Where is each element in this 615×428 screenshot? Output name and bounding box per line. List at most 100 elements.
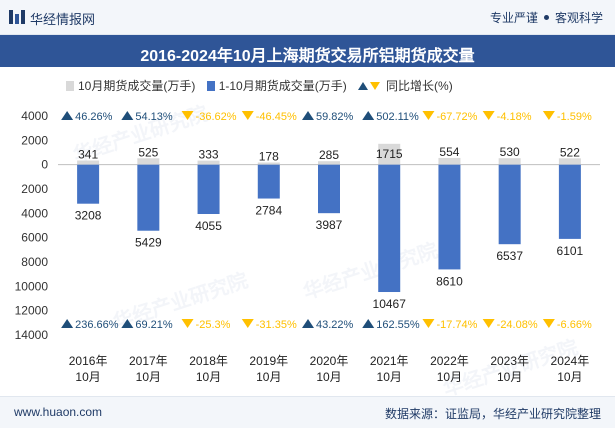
bar-cumulative-label: 10467: [373, 297, 407, 311]
x-tick-label-year: 2016年: [69, 354, 108, 368]
bar-cumulative: [318, 164, 340, 214]
brand-name: 华经情报网: [30, 12, 96, 27]
legend-month: 10月期货成交量(万手): [66, 77, 195, 94]
growth-month-label: -46.45%: [256, 111, 297, 123]
growth-up-marker: [121, 319, 134, 328]
x-tick-label-year: 2021年: [370, 354, 409, 368]
bar-month-label: 522: [560, 145, 580, 159]
growth-month-label: 59.82%: [316, 111, 354, 123]
legend-cum: 1-10月期货成交量(万手): [206, 77, 347, 94]
x-tick-label-year: 2017年: [129, 354, 168, 368]
growth-month-label: -4.18%: [497, 111, 532, 123]
legend-growth-label: 同比增长(%): [386, 79, 453, 93]
x-tick-label-month: 10月: [196, 370, 221, 384]
x-tick-label-year: 2019年: [249, 354, 288, 368]
growth-down-marker: [482, 111, 495, 120]
x-tick-label-month: 10月: [497, 370, 522, 384]
bar-cumulative-label: 4055: [195, 219, 222, 233]
y-tick-label: 10000: [15, 279, 49, 293]
bar-cumulative: [498, 164, 521, 245]
growth-cumulative-label: -24.08%: [497, 319, 538, 331]
data-source: 数据来源：证监局，华经产业研究院整理: [384, 407, 601, 421]
growth-cumulative-label: -6.66%: [557, 319, 592, 331]
growth-up-marker: [61, 111, 74, 120]
x-tick-label-year: 2022年: [430, 354, 469, 368]
bar-month-label: 333: [199, 148, 219, 162]
growth-up-marker: [362, 319, 375, 328]
y-tick-label: 4000: [21, 109, 48, 123]
footer: www.huaon.com 数据来源：证监局，华经产业研究院整理: [0, 396, 615, 428]
legend-cum-label: 1-10月期货成交量(万手): [218, 79, 347, 93]
growth-cumulative-label: 43.22%: [316, 319, 354, 331]
y-tick-label: 6000: [21, 231, 48, 245]
legend-cum-swatch: [206, 81, 215, 91]
growth-down-marker: [542, 319, 555, 328]
growth-month-label: -1.59%: [557, 111, 592, 123]
bar-month-label: 525: [138, 145, 158, 159]
growth-down-marker: [482, 319, 495, 328]
bar-month: [257, 162, 280, 165]
title-bar: 2016-2024年10月上海期货交易所铝期货成交量: [0, 35, 615, 67]
bar-cumulative-label: 3987: [316, 218, 343, 232]
growth-month-label: -67.72%: [436, 111, 477, 123]
y-tick-label: 12000: [15, 304, 49, 318]
chart-legend: 10月期货成交量(万手) 1-10月期货成交量(万手) 同比增长(%): [66, 77, 461, 94]
growth-up-marker: [121, 111, 134, 120]
growth-down-marker: [241, 111, 254, 120]
y-tick-label: 2000: [21, 182, 48, 196]
growth-cumulative-label: 162.55%: [376, 319, 420, 331]
top-bar: 华经情报网 专业严谨 客观科学: [0, 0, 615, 35]
tagline: 专业严谨 客观科学: [490, 9, 603, 26]
bar-month: [558, 158, 581, 165]
dot-icon: [543, 15, 549, 21]
x-tick-label-year: 2018年: [189, 354, 228, 368]
y-tick-label: 14000: [15, 328, 49, 342]
bar-month: [137, 158, 160, 165]
bar-month: [318, 161, 340, 165]
bar-cumulative-label: 8610: [436, 274, 463, 288]
x-tick-label-month: 10月: [437, 370, 462, 384]
legend-month-swatch: [66, 81, 74, 91]
bar-cumulative-label: 3208: [75, 209, 102, 223]
bar-cumulative-label: 6537: [496, 249, 523, 263]
growth-up-marker: [362, 111, 375, 120]
growth-cumulative-label: -31.35%: [256, 319, 297, 331]
bar-month: [197, 160, 220, 165]
growth-down-marker: [422, 111, 435, 120]
growth-cumulative-label: 236.66%: [75, 319, 119, 331]
bar-cumulative: [257, 164, 280, 199]
bar-month: [438, 157, 461, 165]
y-tick-label: 2000: [21, 133, 48, 147]
y-tick-label: 8000: [21, 255, 48, 269]
bar-cumulative-label: 5429: [135, 236, 162, 250]
legend-growth: 同比增长(%): [358, 77, 453, 94]
bar-cumulative: [197, 164, 220, 215]
x-tick-label-month: 10月: [136, 370, 161, 384]
bar-month-label: 1715: [376, 147, 403, 161]
tagline-2: 客观科学: [554, 11, 603, 25]
growth-cumulative-label: -25.3%: [196, 319, 231, 331]
bar-cumulative: [137, 164, 160, 231]
growth-down-marker: [422, 319, 435, 328]
chart-title: 2016-2024年10月上海期货交易所铝期货成交量: [140, 48, 475, 65]
legend-month-label: 10月期货成交量(万手): [78, 79, 196, 93]
triangle-down-icon: [370, 82, 381, 90]
bar-cumulative-label: 6101: [557, 244, 584, 258]
growth-cumulative-label: 69.21%: [135, 319, 173, 331]
tagline-1: 专业严谨: [489, 11, 538, 25]
y-tick-label: 4000: [21, 206, 48, 220]
x-tick-label-month: 10月: [316, 370, 341, 384]
bar-cumulative: [77, 164, 100, 204]
growth-up-marker: [61, 319, 74, 328]
bar-month-label: 554: [439, 145, 459, 159]
x-tick-label-month: 10月: [377, 370, 402, 384]
bar-cumulative: [558, 164, 581, 239]
bar-month: [498, 158, 521, 165]
growth-down-marker: [181, 111, 194, 120]
bar-month-label: 178: [259, 150, 279, 164]
growth-up-marker: [302, 319, 314, 328]
bar-month: [77, 160, 100, 165]
site-url[interactable]: www.huaon.com: [14, 405, 103, 419]
bar-cumulative: [438, 164, 461, 270]
growth-up-marker: [302, 111, 314, 120]
